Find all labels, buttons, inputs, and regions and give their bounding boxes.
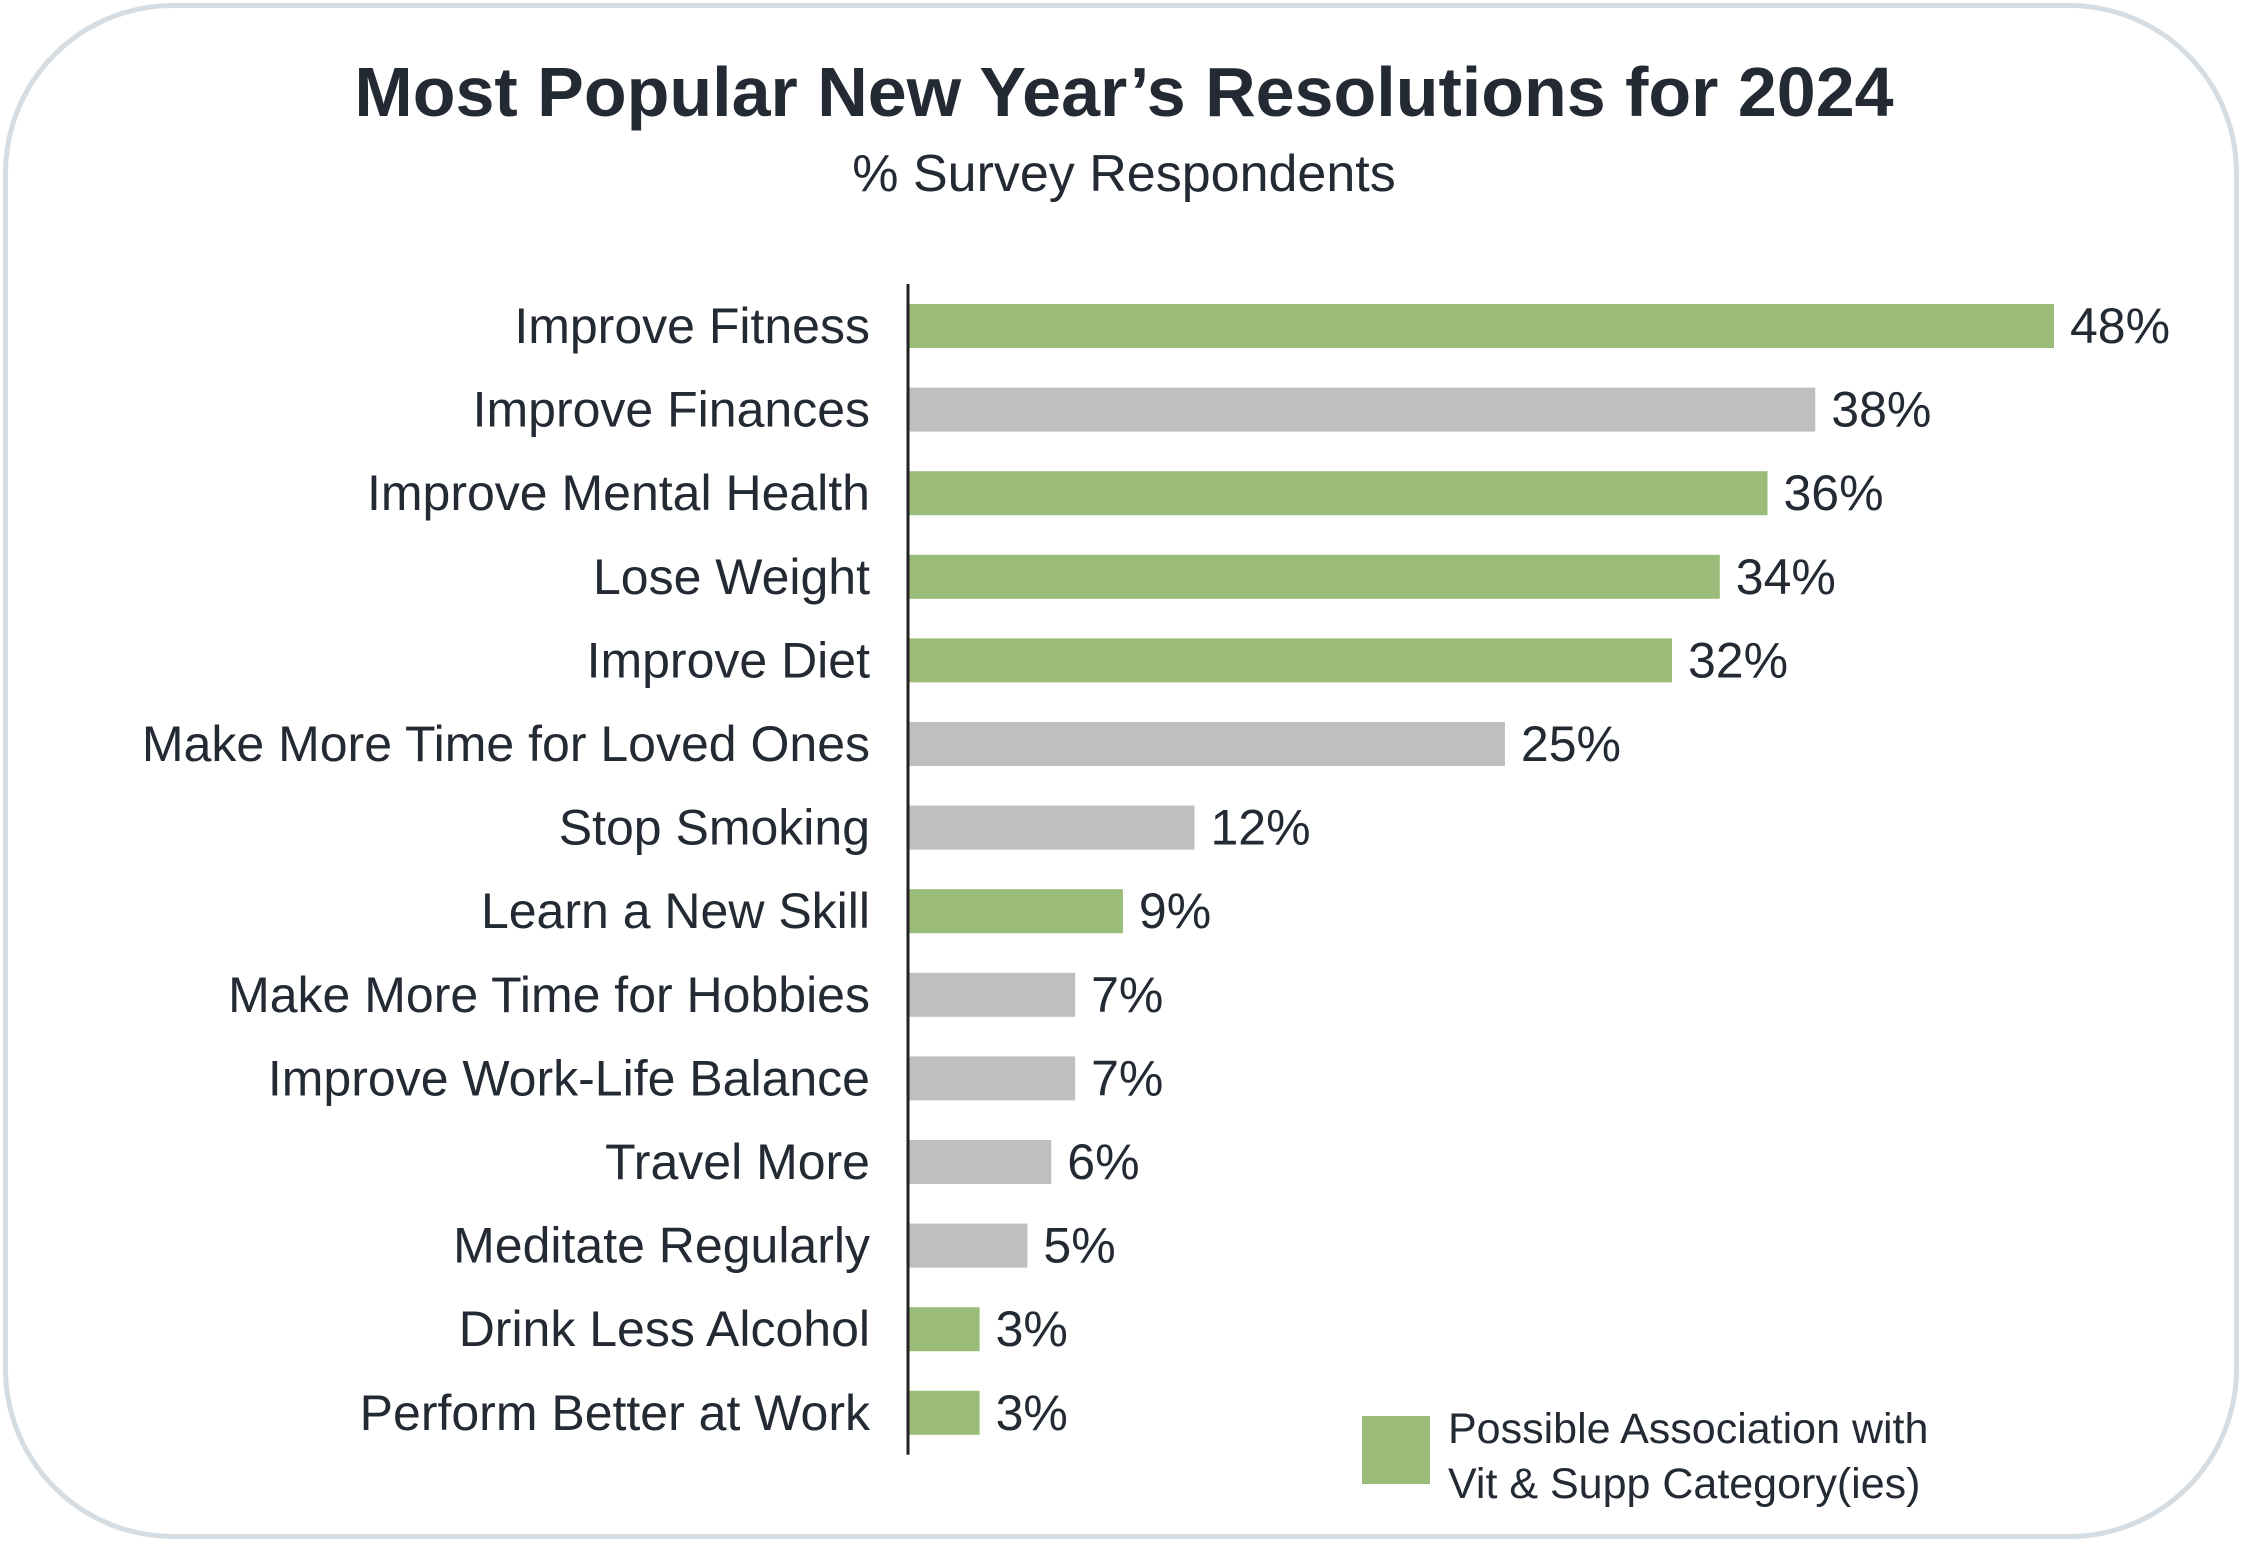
category-label: Improve Mental Health	[367, 465, 870, 521]
bar-travel-more	[908, 1140, 1052, 1184]
bar-improve-diet	[908, 638, 1672, 683]
chart-legend: Possible Association with Vit & Supp Cat…	[1362, 1402, 1982, 1512]
category-label: Perform Better at Work	[360, 1385, 871, 1441]
chart-title: Most Popular New Year’s Resolutions for …	[354, 53, 1894, 131]
value-label: 25%	[1521, 716, 1621, 772]
category-label: Improve Fitness	[514, 298, 870, 354]
bar-meditate-regularly	[908, 1223, 1028, 1268]
category-label: Lose Weight	[593, 549, 870, 605]
bar-improve-work-life-balance	[908, 1056, 1076, 1101]
bar-improve-mental-health	[908, 471, 1768, 516]
category-label: Learn a New Skill	[481, 883, 870, 939]
value-label: 3%	[996, 1301, 1068, 1357]
value-label: 9%	[1139, 883, 1211, 939]
value-label: 7%	[1091, 967, 1163, 1023]
bar-improve-fitness	[908, 304, 2054, 348]
category-label: Travel More	[605, 1134, 870, 1190]
value-label: 6%	[1067, 1134, 1139, 1190]
value-label: 34%	[1736, 549, 1836, 605]
category-label: Drink Less Alcohol	[459, 1301, 870, 1357]
value-label: 3%	[996, 1385, 1068, 1441]
category-label: Improve Finances	[473, 382, 870, 438]
value-label: 7%	[1091, 1050, 1163, 1106]
category-label: Stop Smoking	[559, 800, 870, 856]
bar-stop-smoking	[908, 805, 1195, 850]
bar-perform-better-at-work	[908, 1390, 980, 1435]
bar-make-more-time-for-hobbies	[908, 972, 1076, 1017]
value-label: 48%	[2070, 298, 2170, 354]
category-label: Make More Time for Hobbies	[228, 967, 870, 1023]
value-label: 38%	[1831, 382, 1931, 438]
bar-improve-finances	[908, 387, 1816, 432]
value-label: 5%	[1043, 1218, 1115, 1274]
bar-lose-weight	[908, 554, 1720, 599]
category-label: Improve Diet	[587, 632, 871, 688]
value-label: 32%	[1688, 632, 1788, 688]
bar-drink-less-alcohol	[908, 1307, 980, 1352]
bar-make-more-time-for-loved-ones	[908, 722, 1505, 766]
value-label: 12%	[1211, 800, 1311, 856]
legend-swatch-associated	[1362, 1416, 1430, 1484]
chart-frame	[3, 3, 2239, 1539]
category-label: Improve Work-Life Balance	[268, 1050, 870, 1106]
value-label: 36%	[1784, 465, 1884, 521]
category-label: Meditate Regularly	[453, 1218, 870, 1274]
category-label: Make More Time for Loved Ones	[142, 716, 870, 772]
chart-subtitle: % Survey Respondents	[852, 145, 1396, 203]
bar-learn-a-new-skill	[908, 889, 1123, 934]
legend-label-associated: Possible Association with Vit & Supp Cat…	[1448, 1405, 1929, 1508]
